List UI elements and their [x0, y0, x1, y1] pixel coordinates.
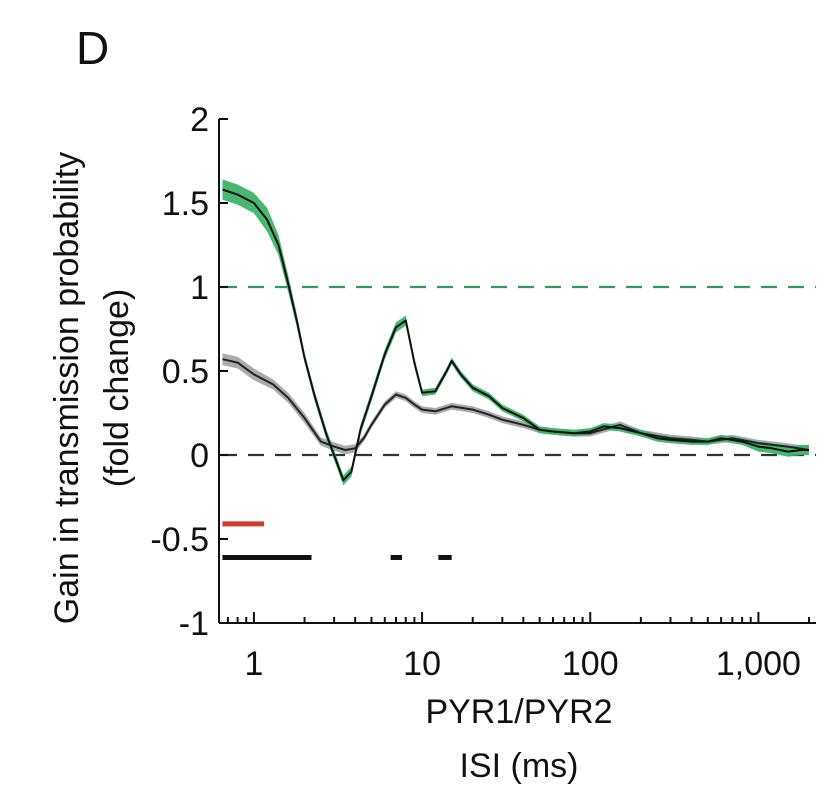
y-tick-label-6: -1: [179, 605, 209, 643]
y-tick-label-2: 1: [190, 269, 209, 307]
series-line-gray: [222, 358, 810, 451]
y-tick-label-3: 0.5: [162, 353, 209, 391]
x-tick-label-1: 10: [403, 645, 441, 683]
y-axis-title: Gain in transmission probability (fold c…: [48, 152, 136, 624]
x-axis-title: PYR1/PYR2 ISI (ms): [425, 693, 612, 785]
y-axis-title-line-2: (fold change): [98, 289, 136, 487]
y-tick-label-5: -0.5: [150, 521, 209, 559]
x-tick-label-3: 1,000: [716, 645, 801, 683]
y-tick-label-4: 0: [190, 437, 209, 475]
plot-area: 2 1.5 1 0.5 0 -0.5 -1 1 10 100 1,000: [150, 101, 816, 683]
series-line-green: [222, 188, 809, 482]
x-tick-label-0: 1: [244, 645, 263, 683]
y-tick-label-0: 2: [190, 101, 209, 139]
x-tick-label-2: 100: [562, 645, 619, 683]
y-axis-title-line-1: Gain in transmission probability: [48, 152, 86, 624]
panel-label: D: [76, 22, 109, 74]
y-tick-label-1: 1.5: [162, 185, 209, 223]
x-axis-title-line-2: ISI (ms): [460, 747, 579, 785]
x-axis-title-line-1: PYR1/PYR2: [425, 693, 612, 731]
